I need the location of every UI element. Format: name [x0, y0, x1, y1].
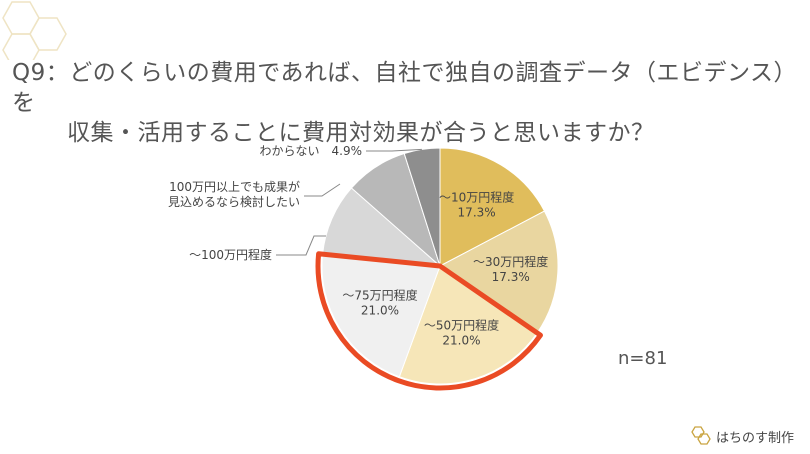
slice-50man	[398, 265, 538, 385]
question-number: Q9：	[12, 60, 70, 86]
slice-label-slice-75man: 〜75万円程度 21.0%	[342, 288, 417, 318]
slice-10man	[439, 147, 546, 267]
question-title: Q9：どのくらいの費用であれば、自社で独自の調査データ（エビデンス）を 収集・活…	[12, 58, 802, 148]
highlight-outline	[315, 251, 543, 391]
sample-size-label: n=81	[618, 348, 668, 369]
slice-label-slice-10man: 〜10万円程度 17.3%	[439, 189, 514, 219]
question-line-2: 収集・活用することに費用対効果が合うと思いますか？	[67, 120, 655, 146]
slice-label-slice-100man: 〜100万円程度	[189, 247, 272, 262]
leader-line-slice-100man-plus	[304, 183, 341, 197]
footer-brand: はちのす制作	[690, 426, 794, 446]
slice-30man	[439, 210, 559, 334]
slice-unknown	[403, 147, 441, 267]
hexagon-logo-icon	[691, 426, 711, 445]
slice-label-slice-50man: 〜50万円程度 21.0%	[424, 317, 499, 347]
leader-line-slice-100man	[276, 235, 326, 256]
leader-line-slice-unknown	[366, 148, 422, 152]
slice-label-slice-30man: 〜30万円程度 17.3%	[473, 254, 548, 284]
hexagon-decoration-icon	[2, 1, 67, 60]
question-line-1: どのくらいの費用であれば、自社で独自の調査データ（エビデンス）を	[12, 60, 798, 116]
slice-75man	[321, 253, 441, 378]
brand-name: はちのす制作	[716, 430, 795, 446]
slice-label-slice-unknown: わからない 4.9%	[260, 144, 363, 158]
slice-label-slice-100man-plus: 100万円以上でも成果が見込めるなら検討したい	[168, 179, 300, 209]
